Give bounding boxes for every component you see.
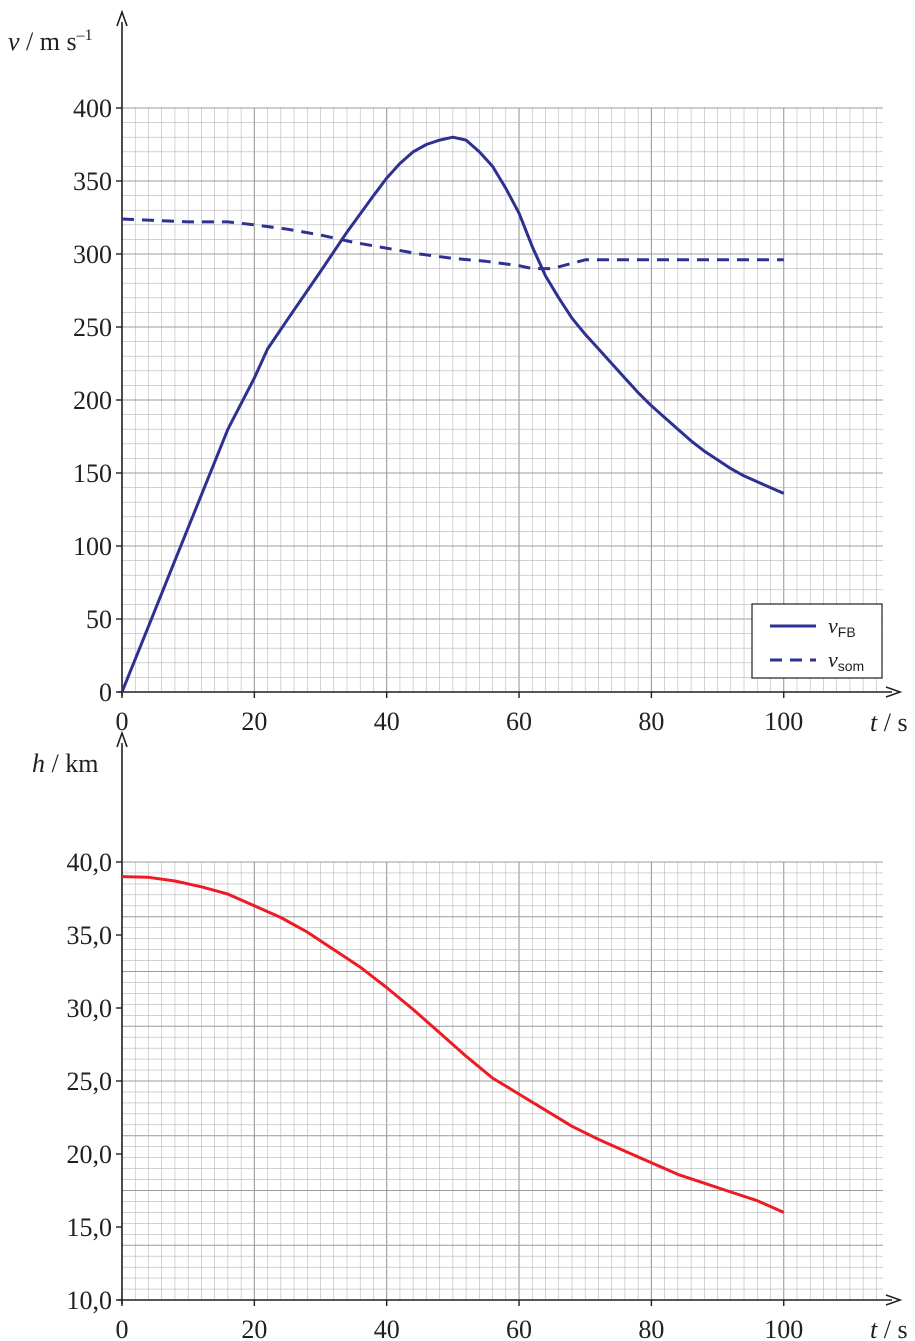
x-tick-label: 100 xyxy=(764,1315,803,1341)
x-tick-label: 100 xyxy=(764,707,803,736)
y-tick-label: 15,0 xyxy=(67,1213,113,1242)
y-tick-label: 100 xyxy=(73,532,112,561)
y-tick-label: 35,0 xyxy=(67,921,113,950)
x-tick-label: 20 xyxy=(241,707,267,736)
x-tick-label: 60 xyxy=(506,707,532,736)
x-axis-label: t / s xyxy=(870,1315,908,1341)
y-axis-label: v / m s–1 xyxy=(8,27,93,56)
x-axis-label: t / s xyxy=(870,708,908,737)
y-tick-label: 350 xyxy=(73,167,112,196)
y-axis-label: h / km xyxy=(32,749,98,778)
x-axis-arrow xyxy=(885,686,903,698)
x-tick-label: 80 xyxy=(638,1315,664,1341)
x-tick-label: 0 xyxy=(116,1315,129,1341)
x-axis-arrow xyxy=(885,1294,903,1306)
x-tick-label: 80 xyxy=(638,707,664,736)
series-line-v-FB xyxy=(120,135,785,693)
y-tick-label: 150 xyxy=(73,459,112,488)
y-tick-label: 40,0 xyxy=(67,848,113,877)
y-tick-label: 200 xyxy=(73,386,112,415)
x-tick-label: 40 xyxy=(374,1315,400,1341)
altitude-chart: 0 20 40 60 80 100 10,0 15,0 20,0 25,0 30,0 35,0 40,0… xyxy=(32,730,908,1341)
legend-label: vFB xyxy=(828,613,856,640)
y-tick-label: 400 xyxy=(73,94,112,123)
y-tick-label: 0 xyxy=(99,678,112,707)
y-tick-label: 250 xyxy=(73,313,112,342)
y-tick-label: 25,0 xyxy=(67,1067,113,1096)
series-line-v-som xyxy=(121,217,784,271)
velocity-chart: 0 20 40 60 80 100 0 50 100 150 200 250 300 350 400 v / … xyxy=(8,9,908,737)
grid xyxy=(121,861,883,1301)
legend: vFB vsom xyxy=(751,603,883,679)
y-tick-label: 30,0 xyxy=(67,994,113,1023)
series-line-h xyxy=(121,875,785,1214)
y-tick-label: 20,0 xyxy=(67,1140,113,1169)
y-tick-label: 10,0 xyxy=(67,1286,113,1315)
y-tick-label: 50 xyxy=(86,605,112,634)
x-tick-label: 0 xyxy=(116,707,129,736)
y-tick-label: 300 xyxy=(73,240,112,269)
legend-box xyxy=(751,603,883,679)
y-axis-arrow xyxy=(116,730,128,748)
x-tick-label: 40 xyxy=(374,707,400,736)
x-tick-label: 20 xyxy=(241,1315,267,1341)
x-tick-label: 60 xyxy=(506,1315,532,1341)
grid xyxy=(121,107,883,693)
legend-label: vsom xyxy=(828,647,864,674)
y-axis-arrow xyxy=(116,9,128,27)
